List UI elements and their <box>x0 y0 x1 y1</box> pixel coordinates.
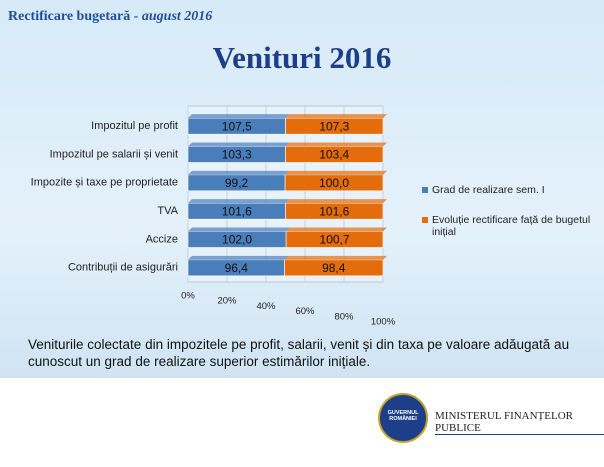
value-label: 101,6 <box>222 204 252 218</box>
bar-top <box>285 199 387 204</box>
value-label: 103,3 <box>222 148 252 162</box>
legend-entry: Evoluție rectificare față de bugetul ini… <box>422 214 604 238</box>
bar-top <box>285 170 387 175</box>
bar-top <box>188 142 290 147</box>
y-tick-label: TVA <box>157 205 178 217</box>
value-label: 100,0 <box>319 176 349 190</box>
x-tick-label: 20% <box>217 296 237 307</box>
y-tick-label: Contribuții de asigurări <box>68 262 178 274</box>
value-label: 103,4 <box>319 148 349 162</box>
bar-top <box>188 199 290 204</box>
value-label: 107,3 <box>319 119 349 133</box>
header-title: Rectificare bugetară <box>8 9 131 24</box>
value-label: 99,2 <box>225 176 249 190</box>
bar-top <box>188 114 290 119</box>
logo: GUVERNUL ROMÂNIEI <box>378 393 428 443</box>
x-tick-label: 80% <box>334 311 354 322</box>
bar-top <box>284 255 387 260</box>
value-label: 102,0 <box>222 233 252 247</box>
x-tick-label: 40% <box>256 301 276 312</box>
x-tick-label: 0% <box>181 291 195 302</box>
chart-title: Venituri 2016 <box>212 40 392 75</box>
logo-text: GUVERNUL <box>387 410 419 416</box>
y-tick-label: Impozitul pe profit <box>91 120 178 132</box>
chart: 0% 20% 40% 60% 80% 100% Impozitul pe profit 107… <box>31 105 396 328</box>
legend-entry: Grad de realizare sem. I <box>422 184 604 196</box>
legend-swatch <box>422 217 428 223</box>
y-tick-label: Impozite și taxe pe proprietate <box>31 177 178 189</box>
logo-text: ROMÂNIEI <box>389 416 417 422</box>
bar-top <box>188 170 290 175</box>
x-tick-label: 60% <box>295 306 315 317</box>
header-subtitle: - august 2016 <box>130 9 213 24</box>
legend-label: Grad de realizare sem. I <box>432 184 545 196</box>
bar-top <box>285 114 387 119</box>
bar-top <box>285 142 387 147</box>
bar-top <box>286 227 387 232</box>
legend-label: Evoluție rectificare față de bugetul ini… <box>432 214 591 238</box>
value-label: 98,4 <box>322 261 346 275</box>
legend-swatch <box>422 187 428 193</box>
value-label: 100,7 <box>320 233 350 247</box>
note: Veniturile colectate din impozitele pe p… <box>28 337 570 369</box>
header: Rectificare bugetară - august 2016 <box>8 9 212 25</box>
ministry: MINISTERUL FINANȚELOR PUBLICE <box>435 410 604 435</box>
slide: Rectificare bugetară - august 2016 Venit… <box>0 0 604 443</box>
value-label: 107,5 <box>222 119 252 133</box>
bar-top <box>188 227 291 232</box>
value-label: 96,4 <box>225 261 249 275</box>
y-tick-label: Accize <box>146 233 178 245</box>
bar-top <box>188 255 289 260</box>
y-tick-label: Impozitul pe salarii și venit <box>50 148 178 160</box>
value-label: 101,6 <box>319 204 349 218</box>
x-tick-label: 100% <box>371 317 396 328</box>
